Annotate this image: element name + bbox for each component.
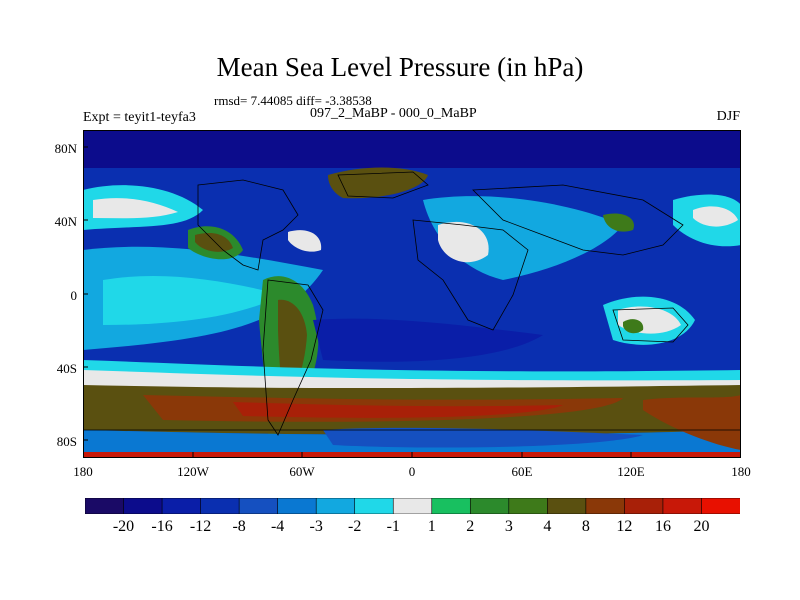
lat-label-0: 0	[70, 288, 78, 303]
lat-label-40s: 40S	[56, 361, 77, 376]
colorbar-swatch	[238, 498, 279, 514]
stats-label: rmsd= 7.44085 diff= -3.38538	[214, 93, 372, 108]
colorbar-label: -8	[232, 518, 246, 535]
lon-label-180e: 180	[731, 464, 751, 479]
colorbar-swatch	[469, 498, 510, 514]
lat-label-40n: 40N	[54, 214, 77, 229]
colorbar-swatch	[701, 498, 740, 514]
colorbar-swatch	[624, 498, 664, 514]
colorbar-swatch	[354, 498, 394, 514]
colorbar-swatch	[200, 498, 240, 514]
plot-title: Mean Sea Level Pressure (in hPa)	[216, 52, 584, 82]
colorbar-label: -3	[309, 518, 323, 535]
colorbar-label: -16	[151, 518, 173, 535]
colorbar	[85, 498, 740, 514]
lat-label-80s: 80S	[56, 434, 77, 449]
colorbar-label: 4	[543, 518, 552, 535]
colorbar-swatch	[547, 498, 587, 514]
period-label: 097_2_MaBP - 000_0_MaBP	[310, 106, 477, 121]
colorbar-label: 1	[427, 518, 436, 535]
colorbar-label: 8	[581, 518, 590, 535]
colorbar-swatch	[85, 498, 125, 514]
lon-label-60e: 60E	[511, 464, 533, 479]
colorbar-swatch	[431, 498, 471, 514]
colorbar-swatch	[277, 498, 317, 514]
colorbar-label: 2	[466, 518, 475, 535]
colorbar-swatch	[123, 498, 163, 514]
colorbar-swatch	[508, 498, 548, 514]
experiment-label: Expt = teyit1-teyfa3	[83, 110, 196, 125]
colorbar-label: 16	[654, 518, 671, 535]
lon-label-120w: 120W	[177, 464, 209, 479]
colorbar-label: 3	[504, 518, 513, 535]
colorbar-label: 20	[693, 518, 710, 535]
colorbar-label: -4	[270, 518, 285, 535]
colorbar-swatch	[161, 498, 202, 514]
lon-label-120e: 120E	[617, 464, 645, 479]
lat-label-80n: 80N	[54, 141, 77, 156]
colorbar-label: 12	[616, 518, 633, 535]
season-label: DJF	[716, 109, 740, 124]
colorbar-swatch	[662, 498, 703, 514]
colorbar-swatch	[585, 498, 626, 514]
colorbar-label: -12	[189, 518, 212, 535]
colorbar-label: -2	[348, 518, 362, 535]
lon-label-180w: 180	[73, 464, 93, 479]
colorbar-swatch	[315, 498, 356, 514]
colorbar-label: -1	[386, 518, 400, 535]
colorbar-swatch	[392, 498, 433, 514]
lon-label-0: 0	[408, 464, 416, 479]
colorbar-label: -20	[112, 518, 135, 535]
lon-label-60w: 60W	[289, 464, 315, 479]
pressure-map	[83, 130, 741, 458]
